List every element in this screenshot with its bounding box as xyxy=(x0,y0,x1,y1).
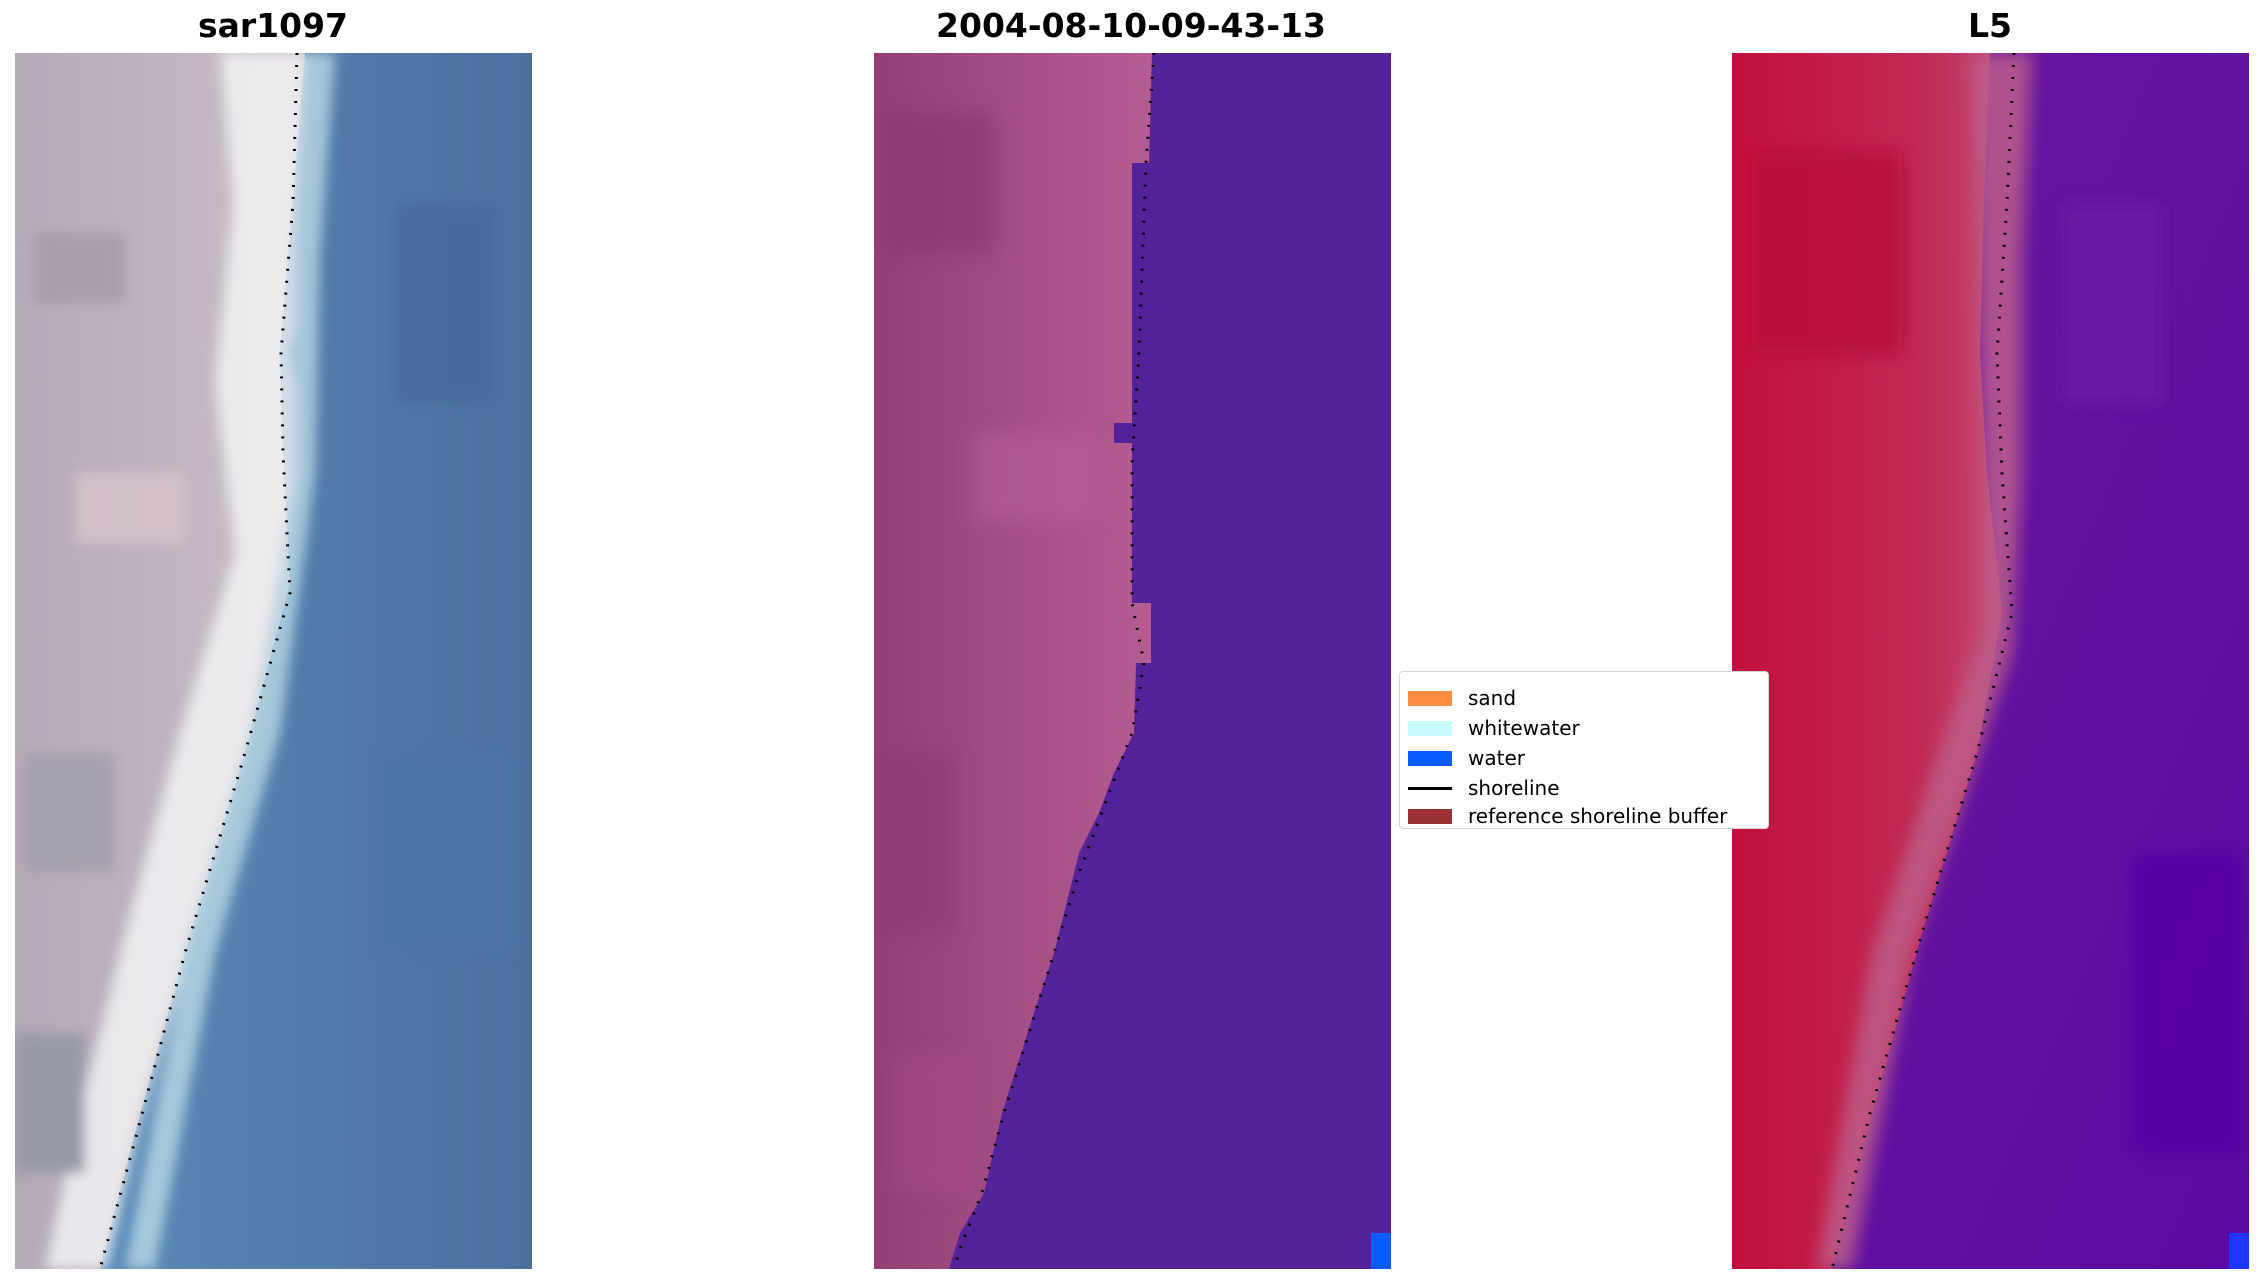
legend: sand whitewater water shoreline referenc… xyxy=(1399,671,1769,829)
legend-line-shoreline xyxy=(1408,786,1452,790)
legend-label: water xyxy=(1468,746,1525,770)
index-image-panel xyxy=(1732,53,2249,1269)
satellite-image-panel xyxy=(15,53,532,1269)
shoreline-classified xyxy=(952,53,1156,1269)
legend-label: shoreline xyxy=(1468,776,1560,800)
panel-title-date: 2004-08-10-09-43-13 xyxy=(936,6,1326,45)
legend-label: whitewater xyxy=(1468,716,1580,740)
legend-entry-buffer: reference shoreline buffer xyxy=(1408,803,1728,828)
legend-swatch-whitewater xyxy=(1408,720,1452,736)
classified-image-panel xyxy=(874,53,1391,1269)
legend-swatch-water xyxy=(1408,750,1452,766)
legend-swatch-sand xyxy=(1408,690,1452,706)
legend-label: reference shoreline buffer xyxy=(1468,804,1728,828)
legend-entry-water: water xyxy=(1408,743,1525,773)
legend-label: sand xyxy=(1468,686,1517,710)
panel-title-sar: sar1097 xyxy=(197,6,349,45)
water-patch-corner xyxy=(1371,1233,1391,1269)
shoreline-sar xyxy=(98,53,299,1269)
legend-entry-shoreline: shoreline xyxy=(1408,773,1560,803)
legend-entry-whitewater: whitewater xyxy=(1408,713,1580,743)
panel-title-index: L5 xyxy=(1968,6,2012,45)
water-patch-corner-index xyxy=(2229,1233,2249,1269)
legend-swatch-buffer xyxy=(1408,808,1452,824)
legend-entry-sand: sand xyxy=(1408,683,1516,713)
